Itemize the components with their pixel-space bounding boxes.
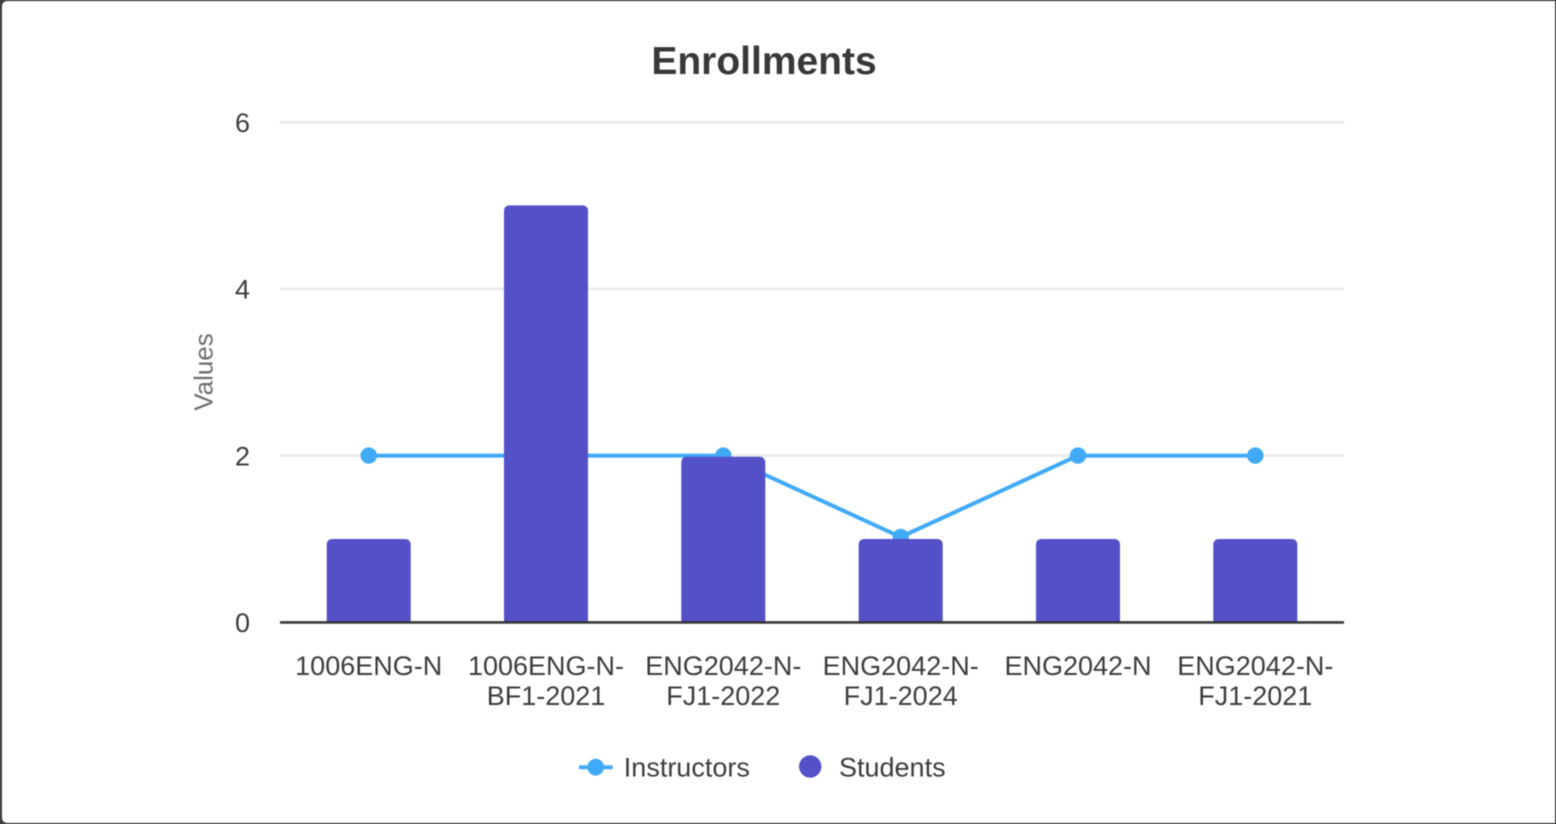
svg-text:Students: Students [839,753,946,783]
svg-text:6: 6 [235,108,250,138]
svg-text:4: 4 [235,275,250,305]
svg-text:FJ1-2022: FJ1-2022 [666,681,780,711]
svg-text:ENG2042-N: ENG2042-N [1004,651,1151,681]
svg-text:FJ1-2021: FJ1-2021 [1198,681,1312,711]
svg-text:1006ENG-N-: 1006ENG-N- [468,651,624,681]
svg-text:2: 2 [235,441,250,471]
svg-text:Values: Values [189,333,219,411]
svg-text:ENG2042-N-: ENG2042-N- [1177,651,1333,681]
svg-text:Enrollments: Enrollments [651,40,876,83]
svg-text:0: 0 [235,608,250,638]
svg-text:FJ1-2024: FJ1-2024 [844,681,958,711]
svg-text:ENG2042-N-: ENG2042-N- [823,651,979,681]
svg-text:ENG2042-N-: ENG2042-N- [645,651,801,681]
svg-text:Instructors: Instructors [624,753,750,783]
svg-text:1006ENG-N: 1006ENG-N [295,651,442,681]
svg-text:BF1-2021: BF1-2021 [487,681,606,711]
